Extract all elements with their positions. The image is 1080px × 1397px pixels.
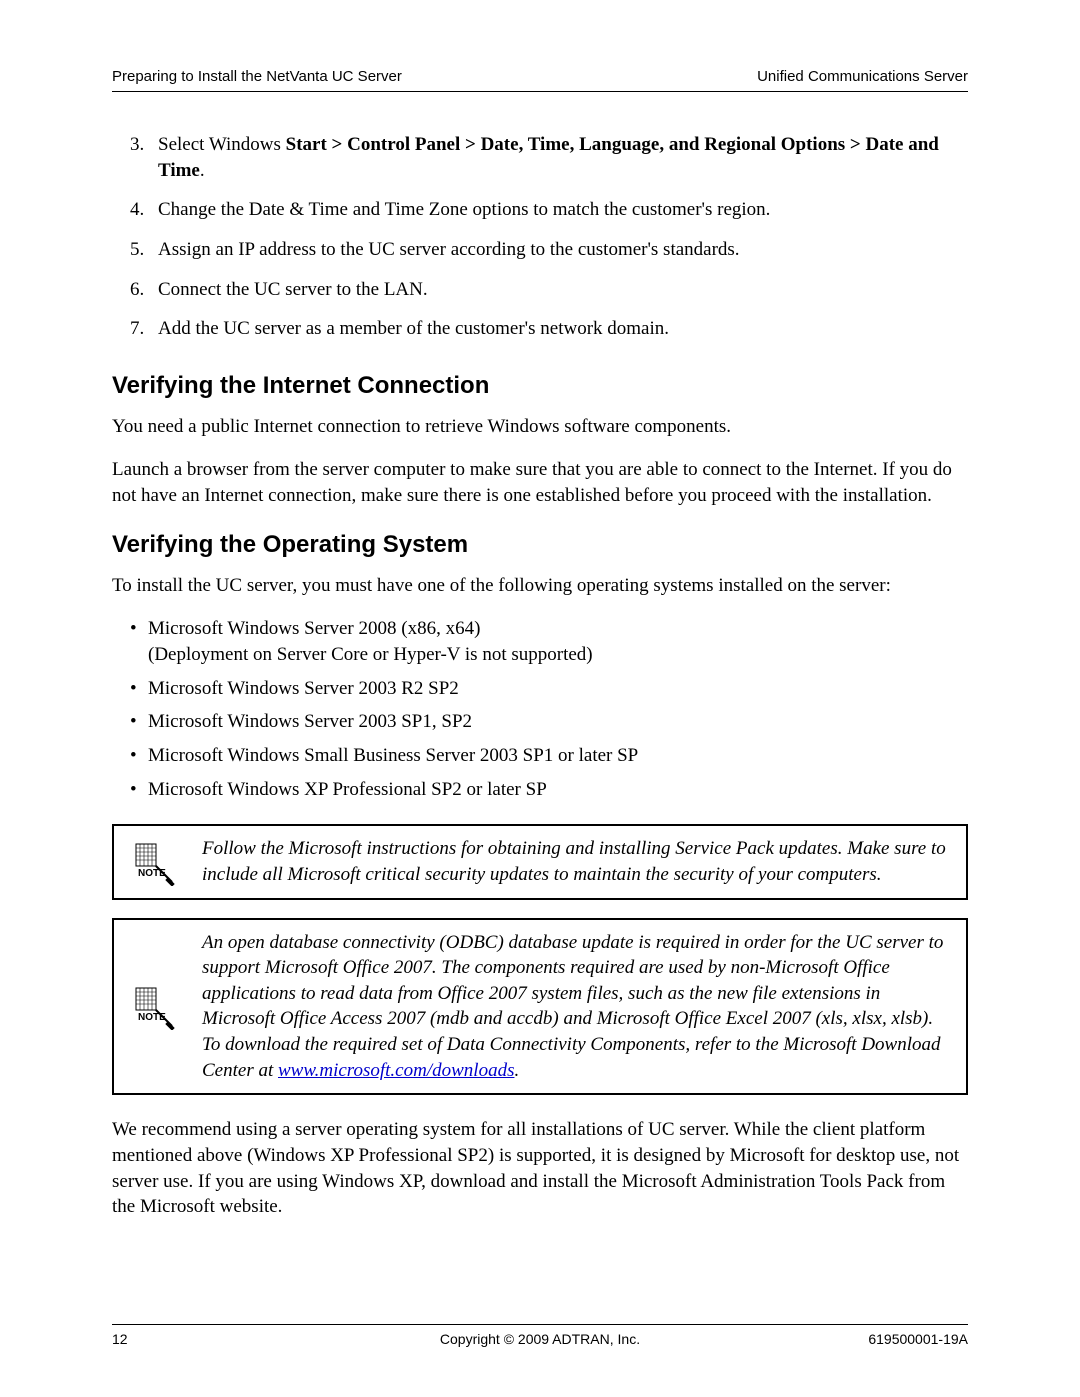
step-5: 5. Assign an IP address to the UC server… [130,237,968,263]
os-list: Microsoft Windows Server 2008 (x86, x64)… [130,616,968,802]
step-number: 5. [130,237,158,263]
step-number: 7. [130,316,158,342]
header-right: Unified Communications Server [757,68,968,85]
note-box-1: NOTE Follow the Microsoft instructions f… [112,824,968,899]
step-number: 3. [130,132,158,183]
svg-text:NOTE: NOTE [138,1012,166,1023]
section-heading-os: Verifying the Operating System [112,531,968,559]
step-text: Connect the UC server to the LAN. [158,277,968,303]
header-left: Preparing to Install the NetVanta UC Ser… [112,68,402,85]
step-4: 4. Change the Date & Time and Time Zone … [130,197,968,223]
note-icon: NOTE [122,838,186,886]
list-item: Microsoft Windows Server 2003 R2 SP2 [130,676,968,702]
step-7: 7. Add the UC server as a member of the … [130,316,968,342]
body-paragraph: To install the UC server, you must have … [112,573,968,599]
note-text: An open database connectivity (ODBC) dat… [186,930,954,1084]
closing-paragraph: We recommend using a server operating sy… [112,1117,968,1220]
list-item: Microsoft Windows Server 2008 (x86, x64)… [130,616,968,667]
footer-doc-id: 619500001-19A [868,1331,968,1347]
download-link[interactable]: www.microsoft.com/downloads [278,1060,514,1081]
note-text: Follow the Microsoft instructions for ob… [186,836,954,887]
page-footer: 12 Copyright © 2009 ADTRAN, Inc. 6195000… [112,1324,968,1347]
list-item: Microsoft Windows Small Business Server … [130,743,968,769]
footer-copyright: Copyright © 2009 ADTRAN, Inc. [440,1331,640,1347]
step-3: 3. Select Windows Start > Control Panel … [130,132,968,183]
body-paragraph: You need a public Internet connection to… [112,414,968,440]
step-text: Add the UC server as a member of the cus… [158,316,968,342]
body-paragraph: Launch a browser from the server compute… [112,457,968,508]
numbered-steps: 3. Select Windows Start > Control Panel … [130,132,968,342]
svg-text:NOTE: NOTE [138,868,166,879]
note-icon: NOTE [122,982,186,1030]
step-text: Change the Date & Time and Time Zone opt… [158,197,968,223]
list-item: Microsoft Windows Server 2003 SP1, SP2 [130,709,968,735]
step-number: 6. [130,277,158,303]
step-number: 4. [130,197,158,223]
page-header: Preparing to Install the NetVanta UC Ser… [112,68,968,92]
note-box-2: NOTE An open database connectivity (ODBC… [112,918,968,1096]
step-text: Select Windows Start > Control Panel > D… [158,132,968,183]
section-heading-internet: Verifying the Internet Connection [112,372,968,400]
step-text: Assign an IP address to the UC server ac… [158,237,968,263]
footer-page-number: 12 [112,1331,128,1347]
list-item: Microsoft Windows XP Professional SP2 or… [130,777,968,803]
step-6: 6. Connect the UC server to the LAN. [130,277,968,303]
